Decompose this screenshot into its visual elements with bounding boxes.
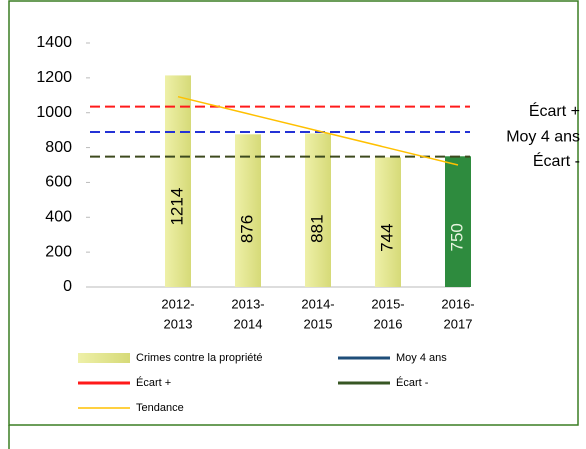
frame bbox=[8, 0, 579, 426]
x-tick-label: 2015 bbox=[304, 316, 333, 331]
x-tick-label: 2014 bbox=[234, 316, 263, 331]
x-tick-label: 2017 bbox=[444, 316, 473, 331]
legend-swatch bbox=[78, 353, 130, 363]
reference-label: Écart + bbox=[529, 101, 580, 120]
data-label: 881 bbox=[307, 214, 326, 242]
bar bbox=[305, 133, 331, 287]
reference-label: Moy 4 ans bbox=[506, 128, 580, 145]
bar bbox=[375, 157, 401, 287]
y-tick-label: 600 bbox=[45, 174, 72, 191]
y-tick-label: 800 bbox=[45, 139, 72, 156]
x-tick-label: 2014- bbox=[301, 296, 334, 311]
x-tick-label: 2015- bbox=[371, 296, 404, 311]
legend-label: Écart + bbox=[136, 376, 171, 389]
legend-label: Crimes contre la propriété bbox=[136, 352, 263, 364]
bar bbox=[165, 75, 191, 287]
y-tick-label: 0 bbox=[63, 278, 72, 295]
x-tick-label: 2016 bbox=[374, 316, 403, 331]
reference-label: Écart - bbox=[533, 151, 580, 170]
legend-label: Moy 4 ans bbox=[396, 352, 447, 364]
x-tick-label: 2016- bbox=[441, 296, 474, 311]
legend-label: Écart - bbox=[396, 376, 429, 389]
y-tick-label: 1400 bbox=[36, 34, 72, 51]
y-tick-label: 1000 bbox=[36, 104, 72, 121]
y-tick-label: 200 bbox=[45, 243, 72, 260]
data-label: 1214 bbox=[167, 188, 186, 226]
trend-line bbox=[177, 95, 459, 166]
data-label: 876 bbox=[237, 215, 256, 243]
bar bbox=[445, 156, 471, 287]
x-tick-label: 2013 bbox=[164, 316, 193, 331]
x-tick-label: 2013- bbox=[231, 296, 264, 311]
y-tick-label: 1200 bbox=[36, 69, 72, 86]
y-tick-label: 400 bbox=[45, 209, 72, 226]
x-tick-label: 2012- bbox=[161, 296, 194, 311]
bar bbox=[235, 134, 261, 287]
data-label: 744 bbox=[377, 224, 396, 252]
data-label: 750 bbox=[447, 223, 466, 251]
legend-label: Tendance bbox=[136, 402, 184, 414]
